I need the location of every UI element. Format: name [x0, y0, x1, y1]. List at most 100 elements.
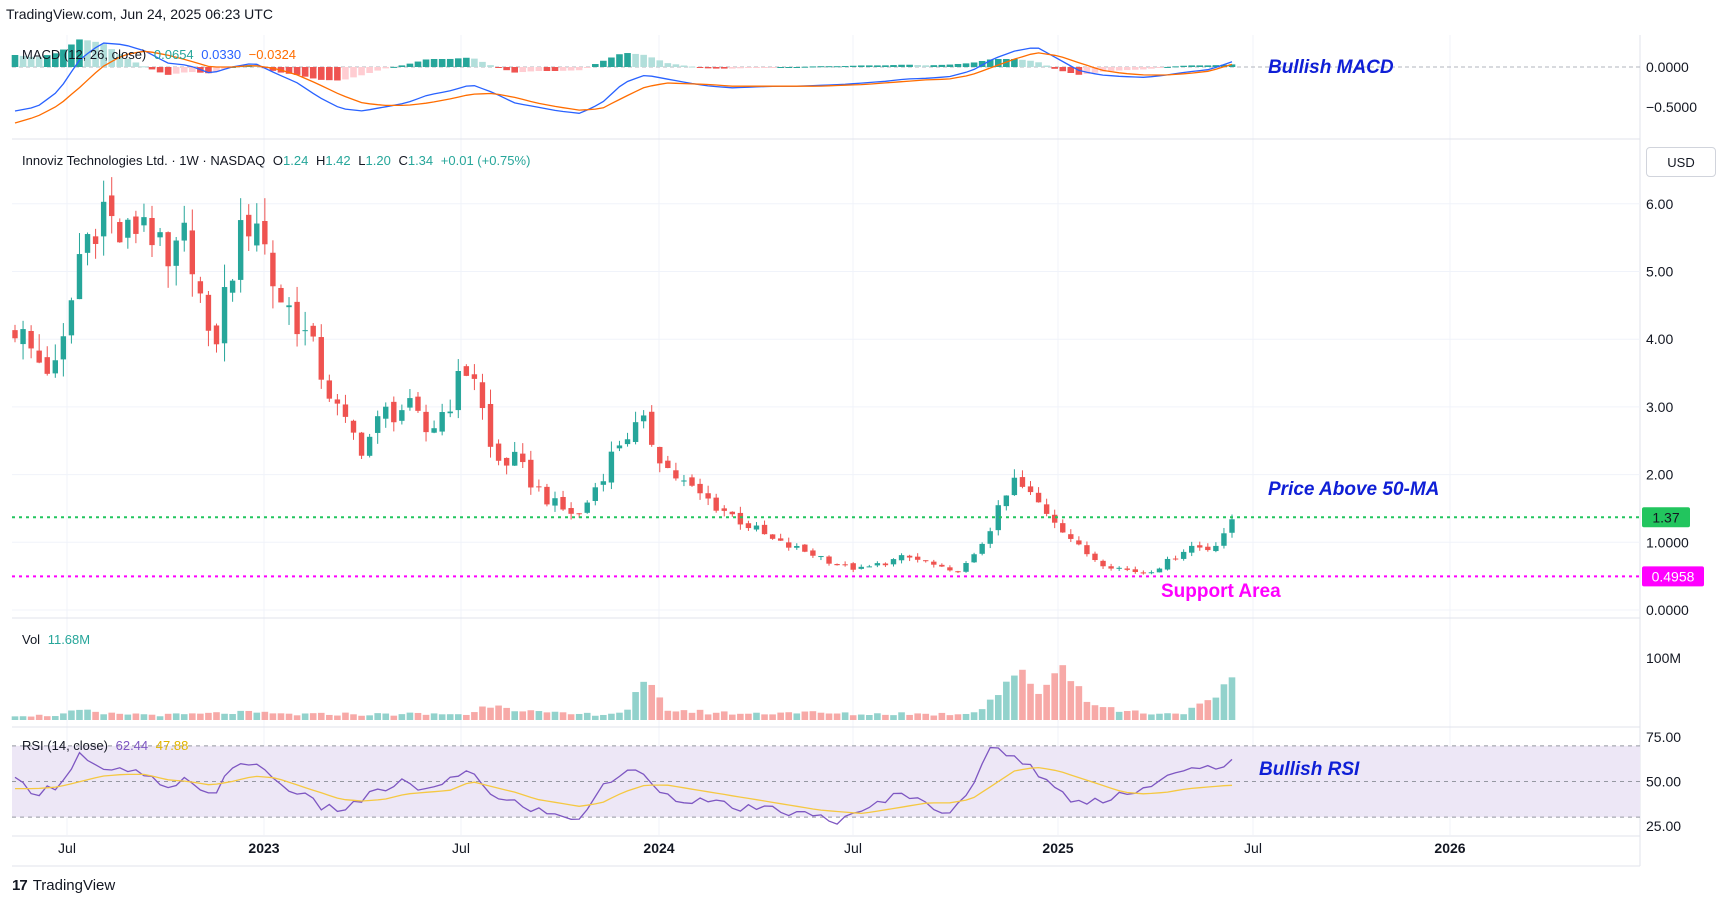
candle-body	[165, 232, 171, 267]
macd-histogram-bar	[922, 65, 930, 67]
macd-histogram-bar	[471, 58, 478, 67]
macd-histogram-bar	[1099, 67, 1107, 72]
time-axis-tick-label: Jul	[452, 840, 470, 856]
macd-line	[14, 42, 1233, 114]
candle-body	[786, 542, 792, 548]
candle-body	[1060, 523, 1066, 533]
macd-histogram-bar	[1164, 66, 1171, 68]
candle-body	[689, 477, 695, 486]
macd-histogram-bar	[986, 59, 994, 67]
candle-body	[310, 325, 316, 337]
volume-bar	[575, 713, 583, 720]
macd-histogram-bar	[857, 65, 865, 67]
macd-histogram-bar	[342, 67, 349, 80]
candle-body	[262, 221, 268, 245]
macd-histogram-bar	[213, 67, 220, 72]
candle-body	[874, 563, 881, 566]
candle-body	[181, 222, 187, 241]
volume-bar	[366, 715, 373, 720]
candle-body	[100, 201, 107, 237]
macd-histogram-bar	[720, 67, 728, 69]
candle-body	[536, 486, 542, 488]
candle-body	[882, 563, 889, 566]
macd-histogram-bar	[696, 67, 704, 68]
volume-bar	[1123, 711, 1131, 720]
volume-bar	[503, 707, 510, 720]
volume-bar	[124, 714, 132, 720]
candle-body	[383, 406, 389, 419]
volume-bar	[1196, 703, 1204, 720]
candle-body	[600, 481, 607, 485]
time-axis-tick-label: Jul	[58, 840, 76, 856]
macd-histogram-bar	[672, 64, 680, 67]
footer-brand: 17 TradingView	[12, 877, 115, 894]
rsi-band	[12, 745, 1640, 818]
volume-bar	[672, 711, 680, 720]
macd-histogram-bar	[132, 62, 140, 67]
candle-body	[407, 398, 413, 408]
ma-price-tag-label: 1.37	[1652, 509, 1679, 525]
volume-bar	[994, 695, 1002, 720]
macd-histogram-bar	[898, 64, 905, 67]
volume-bar	[882, 714, 889, 720]
candle-body	[624, 439, 631, 445]
candle-body	[963, 563, 969, 572]
macd-histogram-bar	[1204, 65, 1212, 67]
macd-histogram-bar	[285, 67, 293, 74]
volume-bar	[269, 713, 277, 720]
macd-histogram-bar	[374, 67, 381, 71]
macd-histogram-bar	[1123, 67, 1131, 71]
volume-bar	[1148, 714, 1155, 720]
macd-histogram-bar	[1196, 65, 1204, 67]
support-area-annotation: Support Area	[1161, 581, 1281, 602]
volume-bar	[640, 681, 647, 720]
symbol-title[interactable]: Innoviz Technologies Ltd. · 1W · NASDAQ	[22, 153, 266, 168]
candle-body	[657, 446, 663, 464]
candle-body	[157, 232, 163, 238]
volume-bar	[600, 714, 607, 720]
volume-bar	[777, 712, 784, 720]
volume-bar	[309, 713, 317, 720]
currency-button[interactable]: USD	[1646, 147, 1716, 177]
candle-body	[914, 556, 921, 560]
volume-bar	[890, 715, 897, 720]
candle-body	[399, 410, 405, 421]
volume-bar	[817, 712, 825, 720]
close-value: 1.34	[407, 153, 434, 168]
volume-value: 11.68M	[47, 632, 91, 647]
macd-histogram-bar	[1043, 65, 1050, 67]
candle-body	[374, 416, 381, 433]
macd-histogram-bar	[309, 67, 317, 79]
candle-body	[1003, 495, 1010, 507]
volume-bar	[632, 692, 639, 720]
macd-histogram-bar	[350, 67, 357, 78]
macd-histogram-bar	[640, 54, 647, 67]
macd-histogram-bar	[930, 65, 938, 67]
macd-histogram-bar	[866, 65, 873, 67]
macd-histogram-bar	[745, 67, 752, 69]
volume-bar	[317, 712, 325, 720]
candle-body	[246, 214, 252, 237]
volume-bar	[801, 711, 809, 720]
candle-body	[141, 217, 147, 226]
volume-bar	[422, 714, 430, 720]
candle-body	[1011, 477, 1018, 496]
candle-body	[415, 396, 421, 411]
candle-body	[1116, 567, 1122, 569]
macd-histogram-bar	[398, 65, 406, 67]
volume-bar	[729, 714, 736, 720]
macd-histogram-bar	[301, 67, 309, 77]
candle-body	[511, 451, 518, 466]
rsi-line	[14, 746, 1233, 825]
volume-bar	[543, 712, 551, 720]
candle-body	[592, 487, 598, 501]
macd-histogram-bar	[817, 66, 825, 68]
volume-bar	[1140, 713, 1147, 720]
macd-histogram-bar	[938, 64, 946, 67]
candle-body	[44, 357, 50, 374]
bullish-macd-annotation: Bullish MACD	[1268, 57, 1394, 78]
candle-body	[866, 566, 873, 568]
volume-bar	[946, 715, 954, 720]
volume-bar	[11, 716, 19, 720]
